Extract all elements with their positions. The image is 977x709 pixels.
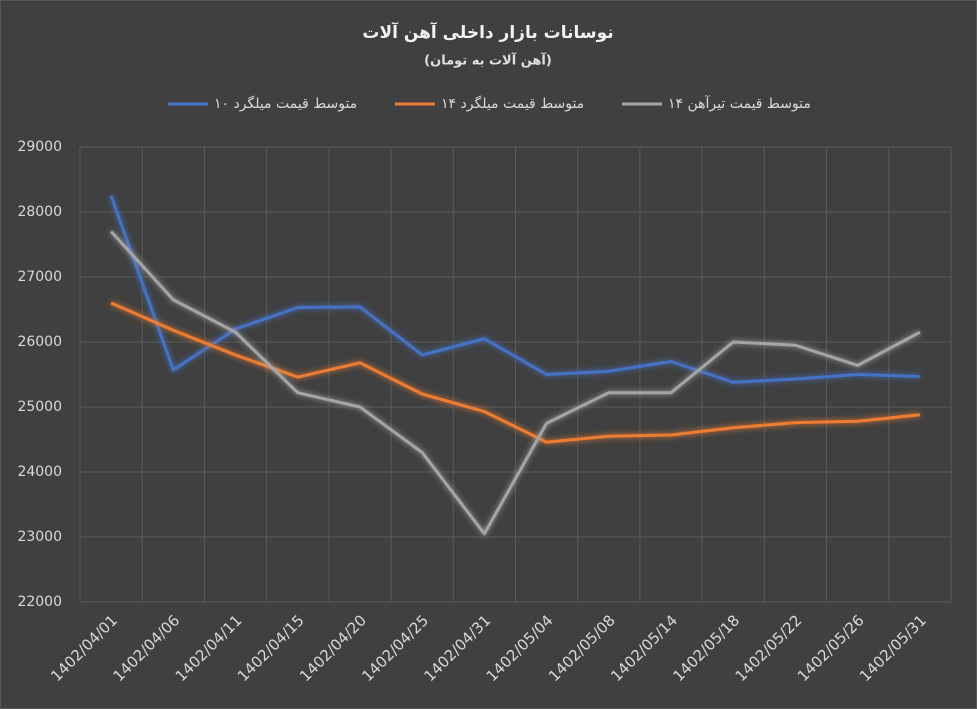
y-tick-label: 26000 [17,334,62,350]
legend-label: متوسط قیمت تیرآهن ۱۴ [668,95,811,112]
y-tick-label: 28000 [17,204,62,220]
y-tick-label: 25000 [17,399,62,415]
series-line [109,230,921,536]
y-tick-label: 22000 [17,594,62,610]
y-tick-label: 23000 [17,529,62,545]
y-tick-label: 29000 [17,139,62,155]
y-tick-label: 24000 [17,464,62,480]
y-tick-label: 27000 [17,269,62,285]
chart-title: نوسانات بازار داخلی آهن آلات [362,21,613,43]
legend-label: متوسط قیمت میلگرد ۱۰ [214,95,357,112]
legend-label: متوسط قیمت میلگرد ۱۴ [441,95,584,112]
series-line [109,195,920,384]
series-line [110,301,921,444]
chart-subtitle: (آهن آلات به تومان) [424,52,552,69]
